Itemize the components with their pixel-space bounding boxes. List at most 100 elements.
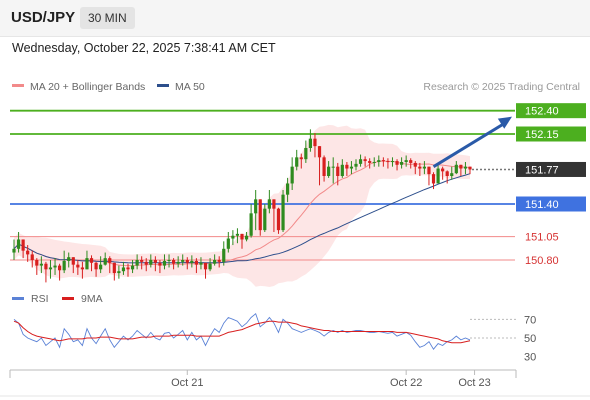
- candle: [194, 260, 198, 265]
- support-level-tag: [516, 196, 586, 212]
- candle: [53, 265, 57, 268]
- candle: [381, 160, 385, 162]
- candle: [413, 162, 417, 167]
- candle: [99, 264, 103, 270]
- resistance-level-tag: [516, 103, 586, 119]
- candle: [331, 166, 335, 168]
- datetime-label: Wednesday, October 22, 2025 7:38:41 AM C…: [12, 41, 276, 55]
- candle: [30, 254, 34, 260]
- target-level-label: 151.05: [525, 232, 559, 244]
- candle: [149, 260, 153, 265]
- candle: [226, 238, 230, 249]
- candle: [76, 264, 80, 268]
- candle: [80, 267, 84, 270]
- rsi-legend-label: RSI: [31, 293, 49, 305]
- x-tick-label: Oct 21: [171, 377, 203, 389]
- candle: [185, 260, 189, 263]
- x-tick-label: Oct 23: [458, 377, 490, 389]
- rsi-legend-swatch: [62, 297, 74, 300]
- candle: [441, 168, 445, 172]
- legend-swatch: [12, 84, 24, 87]
- candle: [39, 263, 43, 266]
- candle: [454, 164, 458, 174]
- resistance-level-label: 152.15: [525, 129, 559, 141]
- candle: [162, 260, 167, 266]
- candle: [422, 166, 426, 169]
- candle: [108, 258, 112, 263]
- candle: [203, 262, 208, 270]
- candle: [404, 160, 408, 162]
- candle: [208, 263, 212, 270]
- candle: [140, 260, 144, 262]
- candle: [304, 148, 308, 160]
- candle: [418, 166, 422, 169]
- candle: [240, 233, 244, 240]
- legend-swatch: [157, 84, 169, 87]
- candle: [345, 164, 349, 169]
- candle: [244, 235, 249, 240]
- candle: [144, 261, 148, 265]
- candle: [71, 257, 75, 265]
- candle: [181, 260, 185, 262]
- candle: [167, 260, 171, 261]
- candle: [12, 248, 16, 253]
- rsi-legend-label: 9MA: [81, 293, 103, 305]
- candle: [313, 138, 317, 147]
- candle: [436, 168, 440, 184]
- credit-label: Research © 2025 Trading Central: [423, 81, 580, 93]
- rsi-tick-label: 30: [524, 352, 536, 364]
- candle: [336, 166, 340, 176]
- candle: [130, 265, 135, 270]
- candle: [135, 260, 139, 266]
- candle: [349, 166, 354, 169]
- resistance-level-tag: [516, 126, 586, 142]
- candle: [158, 262, 162, 266]
- rsi-tick-label: 50: [524, 333, 536, 345]
- rsi-legend-swatch: [12, 297, 24, 300]
- candle: [450, 173, 454, 176]
- candle: [395, 161, 399, 165]
- candle: [235, 233, 240, 236]
- candle: [299, 157, 303, 160]
- candle: [327, 166, 331, 176]
- candle: [377, 160, 381, 162]
- candle: [176, 261, 180, 264]
- candle: [322, 157, 326, 176]
- candle: [354, 163, 358, 167]
- candle: [112, 262, 116, 274]
- candle: [199, 262, 203, 265]
- projection-arrow-shaft: [432, 122, 505, 168]
- candle: [48, 267, 53, 270]
- rsi-tick-label: 70: [524, 314, 536, 326]
- candle: [44, 263, 48, 270]
- timeframe-badge[interactable]: 30 MIN: [80, 7, 135, 29]
- candle: [295, 157, 299, 167]
- candle: [103, 258, 107, 265]
- candle: [263, 208, 267, 231]
- candle: [281, 194, 285, 231]
- symbol-label: USD/JPY: [11, 9, 76, 26]
- candle: [363, 159, 367, 162]
- candle: [121, 267, 126, 272]
- resistance-level-label: 152.40: [525, 106, 559, 118]
- candle: [190, 260, 194, 263]
- rsi-line: [13, 312, 471, 350]
- candle: [431, 174, 436, 184]
- candle: [427, 166, 431, 175]
- candle: [222, 248, 226, 262]
- candle: [117, 271, 121, 274]
- candle: [26, 250, 30, 255]
- projection-arrow-head: [497, 116, 512, 129]
- candle: [459, 164, 463, 169]
- candle: [286, 183, 290, 195]
- candle: [89, 258, 94, 263]
- candle: [249, 213, 253, 236]
- candle: [409, 160, 413, 163]
- candle: [400, 162, 404, 165]
- candle: [254, 199, 258, 214]
- current-level-label: 151.77: [525, 164, 559, 176]
- candle: [16, 239, 21, 249]
- candle: [308, 138, 312, 148]
- legend-label: MA 20 + Bollinger Bands: [30, 81, 145, 93]
